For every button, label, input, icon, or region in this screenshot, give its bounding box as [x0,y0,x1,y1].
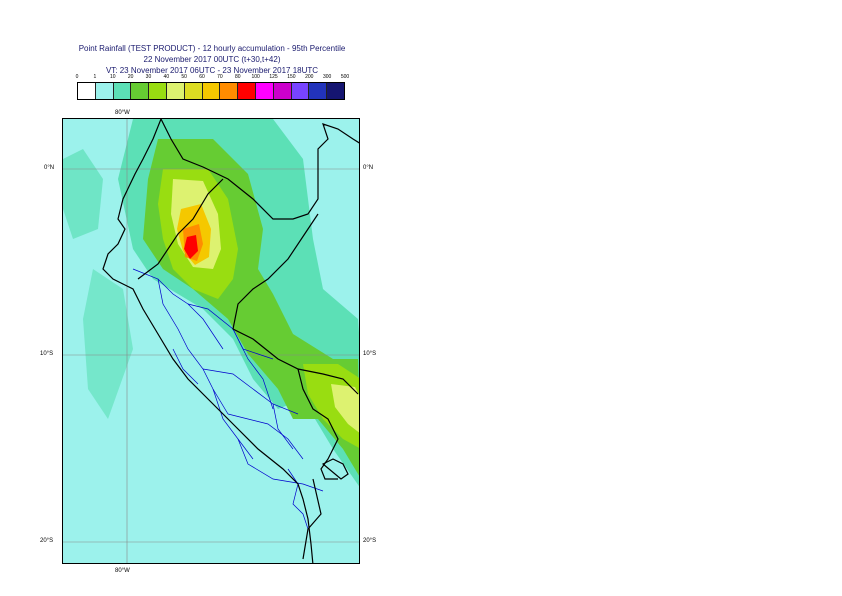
legend-tick-label: 80 [235,74,241,80]
rainfall-field-80mm [184,235,198,259]
legend-swatch [166,83,185,99]
legend-tick-label: 500 [340,74,350,80]
legend-tick-label: 300 [322,74,332,80]
lat-label-right-10s: 10°S [363,351,377,357]
legend-tick-label: 1 [93,74,97,80]
chart-title: Point Rainfall (TEST PRODUCT) - 12 hourl… [78,44,346,53]
legend-tick-label: 200 [305,74,314,80]
legend-tick-label: 40 [163,74,170,80]
lat-label-left-10s: 10°S [40,351,54,357]
legend-swatch [291,83,310,99]
legend-swatch [184,83,203,99]
lon-label-top-outer: 80°W [115,110,130,116]
legend-swatch [238,83,256,99]
legend-swatch [255,83,274,99]
coastline-and-borders [102,119,359,563]
legend-swatch [202,83,221,99]
legend-swatch [149,83,167,99]
legend-tick-label: 50 [181,74,187,80]
legend-swatch [273,83,292,99]
legend-tick-label: 20 [127,74,134,80]
legend-swatch [95,83,114,99]
legend-tick-label: 100 [251,74,260,80]
lat-label-right-0: 0°N [363,165,374,171]
run-time-label: 22 November 2017 00UTC (t+30,t+42) [143,55,281,64]
legend-swatch [131,83,150,99]
rainfall-map [63,119,359,563]
validity-time-label: VT: 23 November 2017 06UTC - 23 November… [105,66,319,75]
legend-swatch [78,83,96,99]
legend-swatch [309,83,328,99]
map-panel: 80°W [62,118,360,564]
legend-tick-label: 60 [199,74,205,80]
legend-swatch [327,83,344,99]
admin-boundaries [132,268,324,530]
lat-label-left-20s: 20°S [40,538,54,544]
lat-label-right-20s: 20°S [363,538,377,544]
legend-swatch [220,83,239,99]
legend-tick-label: 0 [75,74,79,80]
legend-tick-labels: 0 1 10 20 30 40 50 60 70 80 100 125 150 200 300 500 [0,74,842,82]
lat-label-left-0: 0°N [44,165,55,171]
lon-label-bottom: 80°W [115,568,130,574]
legend-swatch [113,83,132,99]
legend-tick-label: 125 [269,74,278,80]
colour-legend-bar [77,82,345,100]
legend-tick-label: 10 [109,74,116,80]
legend-tick-label: 70 [217,74,223,80]
legend-tick-label: 150 [287,74,296,80]
legend-tick-label: 30 [145,74,152,80]
